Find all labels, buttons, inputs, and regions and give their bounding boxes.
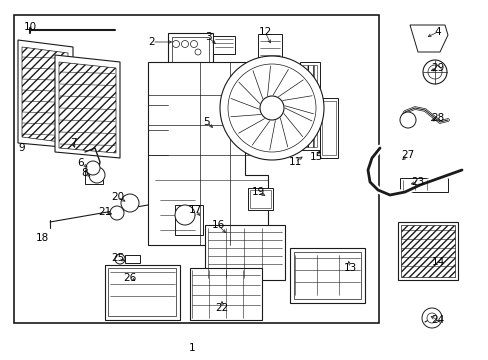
Bar bbox=[108, 268, 176, 316]
Bar bbox=[299, 62, 319, 150]
Bar bbox=[289, 248, 364, 303]
Text: 24: 24 bbox=[430, 315, 444, 325]
Polygon shape bbox=[409, 25, 447, 52]
Circle shape bbox=[260, 96, 284, 120]
Text: 25: 25 bbox=[111, 253, 124, 263]
Circle shape bbox=[421, 308, 441, 328]
Bar bbox=[172, 37, 208, 64]
Circle shape bbox=[89, 167, 105, 183]
Bar bbox=[168, 33, 213, 68]
Bar bbox=[397, 222, 457, 280]
Text: 17: 17 bbox=[188, 205, 201, 215]
Text: 3: 3 bbox=[204, 32, 211, 42]
Text: 22: 22 bbox=[215, 303, 228, 313]
Text: 5: 5 bbox=[203, 117, 210, 127]
Circle shape bbox=[175, 205, 195, 225]
Text: 11: 11 bbox=[288, 157, 301, 167]
Text: 9: 9 bbox=[19, 143, 25, 153]
Text: 27: 27 bbox=[401, 150, 414, 160]
Bar bbox=[293, 252, 360, 299]
Polygon shape bbox=[59, 62, 116, 153]
Text: 7: 7 bbox=[70, 138, 76, 148]
Bar bbox=[303, 65, 316, 147]
Text: 10: 10 bbox=[23, 22, 37, 32]
Text: 1: 1 bbox=[188, 343, 195, 353]
Bar bbox=[400, 225, 454, 277]
Circle shape bbox=[190, 40, 197, 48]
Bar bbox=[258, 34, 282, 64]
Text: 2: 2 bbox=[148, 37, 155, 47]
Bar bbox=[190, 268, 262, 320]
Bar bbox=[247, 188, 272, 210]
Circle shape bbox=[427, 65, 441, 79]
Circle shape bbox=[121, 194, 139, 212]
Bar bbox=[175, 205, 203, 235]
Text: 29: 29 bbox=[430, 63, 444, 73]
Circle shape bbox=[195, 49, 201, 55]
Text: 14: 14 bbox=[430, 257, 444, 267]
Text: 13: 13 bbox=[343, 263, 356, 273]
Text: 21: 21 bbox=[98, 207, 111, 217]
Text: 26: 26 bbox=[123, 273, 136, 283]
Text: 18: 18 bbox=[35, 233, 48, 243]
Circle shape bbox=[115, 254, 125, 264]
Bar bbox=[125, 255, 140, 263]
Circle shape bbox=[399, 112, 415, 128]
Text: 20: 20 bbox=[111, 192, 124, 202]
Bar bbox=[321, 101, 335, 155]
Polygon shape bbox=[148, 62, 267, 245]
Text: 16: 16 bbox=[211, 220, 224, 230]
Bar bbox=[204, 225, 285, 280]
Polygon shape bbox=[55, 55, 120, 158]
Bar bbox=[105, 265, 180, 320]
Bar bbox=[213, 36, 235, 54]
Bar bbox=[319, 98, 337, 158]
Text: 4: 4 bbox=[434, 27, 440, 37]
Circle shape bbox=[426, 313, 436, 323]
Circle shape bbox=[181, 40, 188, 48]
Bar bbox=[399, 178, 447, 192]
Bar bbox=[85, 170, 103, 184]
Text: 19: 19 bbox=[251, 187, 264, 197]
Polygon shape bbox=[18, 40, 73, 148]
Text: 23: 23 bbox=[410, 177, 424, 187]
Circle shape bbox=[220, 56, 324, 160]
Polygon shape bbox=[22, 47, 68, 143]
Text: 28: 28 bbox=[430, 113, 444, 123]
Bar bbox=[14, 15, 378, 323]
Text: 6: 6 bbox=[78, 158, 84, 168]
Circle shape bbox=[227, 64, 315, 152]
Text: 8: 8 bbox=[81, 168, 88, 178]
Bar bbox=[249, 190, 270, 208]
Circle shape bbox=[172, 40, 179, 48]
Circle shape bbox=[422, 60, 446, 84]
Text: 12: 12 bbox=[258, 27, 271, 37]
Circle shape bbox=[110, 206, 124, 220]
Circle shape bbox=[86, 161, 100, 175]
Text: 15: 15 bbox=[309, 152, 322, 162]
